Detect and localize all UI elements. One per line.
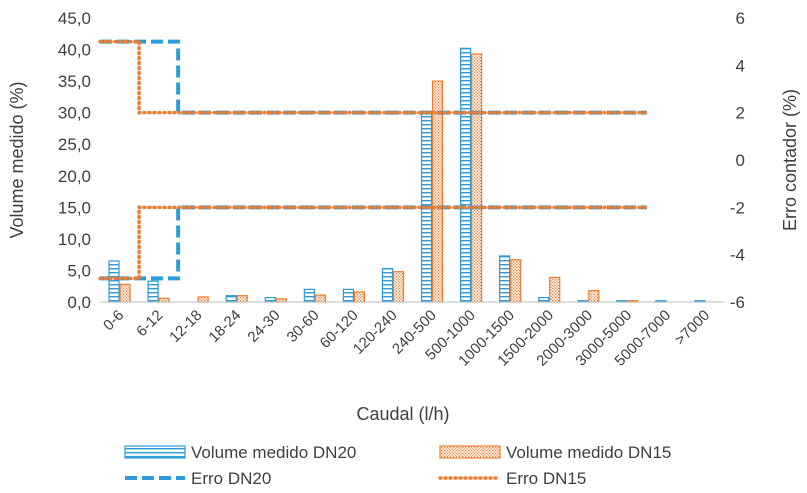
bar-dn15 [549, 276, 561, 303]
line-erro-dn20-lower [100, 205, 647, 281]
bar-dn20 [499, 255, 511, 303]
bar-dn15 [353, 291, 366, 303]
y-tick-label: 35,0 [58, 72, 91, 91]
y-axis-label: Volume medido (%) [7, 81, 27, 238]
x-tick-label: 0-6 [100, 307, 127, 334]
bar-dn20 [147, 280, 159, 303]
bar-dn15 [392, 271, 405, 303]
y-tick-label: 20,0 [58, 167, 91, 186]
y-tick-label: 5,0 [67, 261, 91, 280]
bar-dn15 [470, 53, 483, 303]
y2-axis-label: Erro contador (%) [780, 89, 800, 231]
legend-swatch-volume-medido-dn15 [439, 445, 501, 459]
x-axis-label: Caudal (l/h) [356, 404, 449, 424]
line-erro-dn15-lower [98, 205, 649, 281]
line-erro-dn20-upper [100, 39, 647, 115]
bar-dn20 [538, 296, 550, 303]
legend-label-erro-dn15: Erro DN15 [506, 469, 586, 488]
y2-tick-label: -2 [730, 198, 745, 217]
error-lines-layer [98, 39, 649, 281]
y-tick-label: 0,0 [67, 293, 91, 312]
bar-dn20 [225, 295, 237, 303]
x-tick-label: 6-12 [133, 307, 166, 340]
x-tick-label: 18-24 [205, 307, 244, 346]
legend-label-volume-medido-dn15: Volume medido DN15 [506, 443, 671, 462]
bar-dn20 [342, 288, 355, 303]
legend: Volume medido DN20 Volume medido DN15 Erro… [124, 443, 671, 488]
bar-dn20 [264, 296, 276, 303]
x-tick-label: 24-30 [244, 307, 283, 346]
y-axis-left: 0,0 5,0 10,0 15,0 20,0 25,0 30,0 35,0 40,0 45,0 [58, 9, 91, 312]
legend-swatch-volume-medido-dn20 [124, 445, 186, 459]
y2-tick-label: 0 [736, 151, 745, 170]
bar-dn20 [381, 267, 394, 303]
bar-dn20 [303, 288, 315, 303]
y-tick-label: 45,0 [58, 9, 91, 28]
x-tick-label: >7000 [671, 307, 713, 349]
bar-dn20 [459, 47, 472, 303]
x-tick-label: 12-18 [166, 307, 205, 346]
y-axis-right: -6 -4 -2 0 2 4 6 [730, 9, 745, 312]
x-axis: 0-6 6-12 12-18 18-24 24-30 30-6060-120120-240… [100, 307, 713, 370]
legend-label-volume-medido-dn20: Volume medido DN20 [191, 443, 356, 462]
y2-tick-label: -4 [730, 246, 745, 265]
bar-dn15 [236, 295, 248, 303]
y-tick-label: 25,0 [58, 135, 91, 154]
y-tick-label: 15,0 [58, 198, 91, 217]
bar-dn15 [197, 296, 209, 303]
legend-label-erro-dn20: Erro DN20 [191, 469, 271, 488]
bar-dn15 [314, 294, 326, 303]
line-erro-dn15-upper [98, 39, 649, 115]
y-tick-label: 30,0 [58, 104, 91, 123]
y2-tick-label: 2 [736, 104, 745, 123]
y2-tick-label: 4 [736, 56, 745, 75]
bar-dn15 [158, 297, 170, 303]
bars-layer [108, 47, 706, 303]
y-tick-label: 40,0 [58, 41, 91, 60]
y2-tick-label: 6 [736, 9, 745, 28]
y-tick-label: 10,0 [58, 230, 91, 249]
y2-tick-label: -6 [730, 293, 745, 312]
bar-dn15 [119, 283, 131, 303]
bar-dn15 [510, 259, 522, 303]
bar-dn20 [108, 260, 120, 303]
bar-dn15 [588, 290, 600, 303]
